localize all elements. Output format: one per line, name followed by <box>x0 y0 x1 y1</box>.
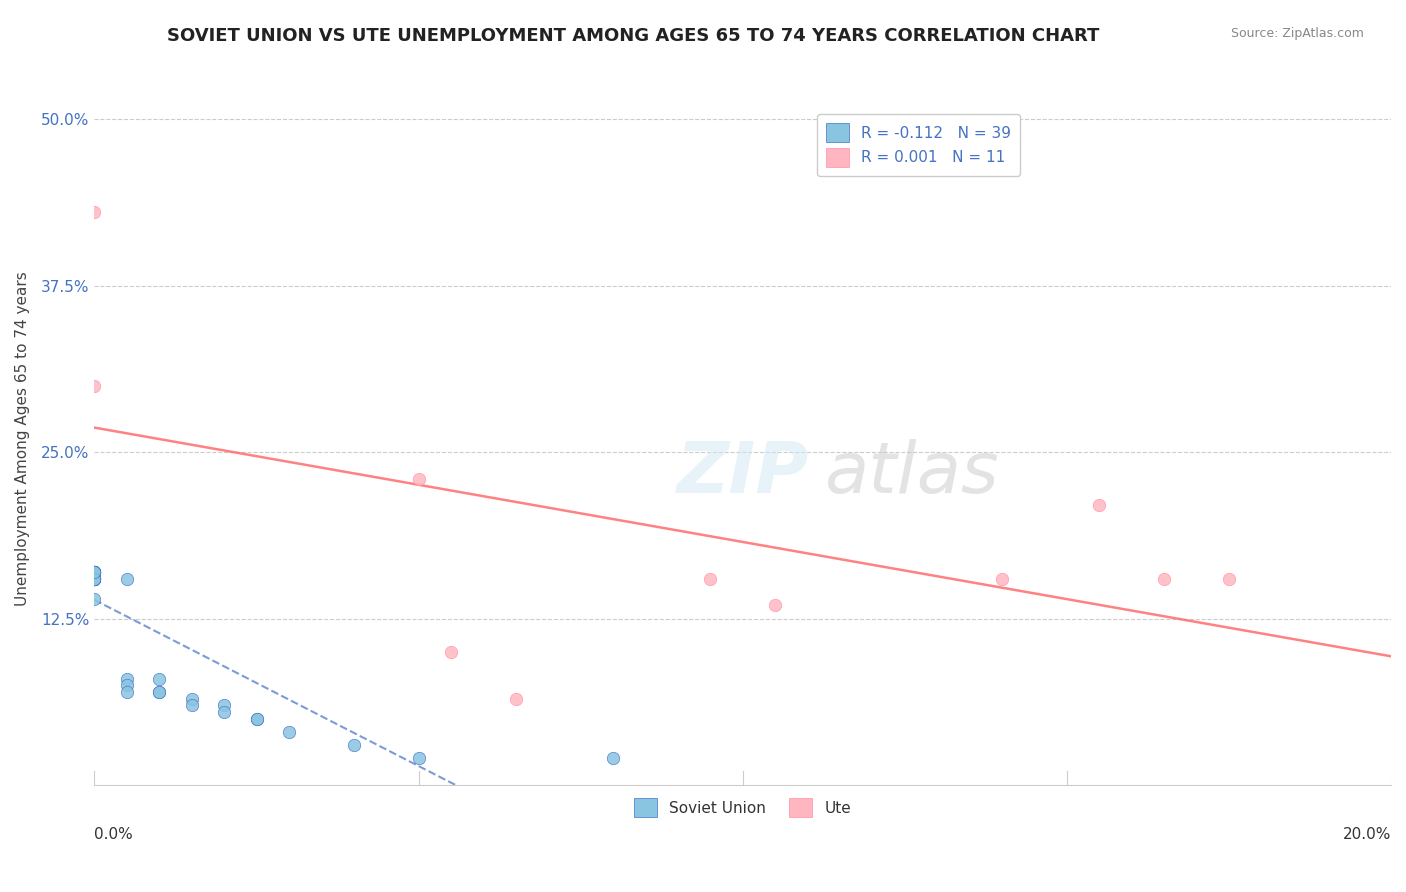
Point <box>699 572 721 586</box>
Point <box>212 698 235 713</box>
Point <box>83 572 105 586</box>
Point <box>505 691 527 706</box>
Point <box>83 565 105 579</box>
Point <box>180 691 202 706</box>
Point <box>83 572 105 586</box>
Point <box>83 572 105 586</box>
Point <box>115 572 138 586</box>
Point <box>343 738 366 752</box>
Point <box>148 685 170 699</box>
Text: Source: ZipAtlas.com: Source: ZipAtlas.com <box>1230 27 1364 40</box>
Point <box>83 565 105 579</box>
Point <box>83 572 105 586</box>
Point <box>115 672 138 686</box>
Text: atlas: atlas <box>824 439 998 508</box>
Y-axis label: Unemployment Among Ages 65 to 74 years: Unemployment Among Ages 65 to 74 years <box>15 271 30 607</box>
Point <box>148 685 170 699</box>
Point <box>212 705 235 719</box>
Point <box>408 751 430 765</box>
Point <box>83 205 105 219</box>
Point <box>991 572 1014 586</box>
Point <box>83 572 105 586</box>
Point <box>1153 572 1175 586</box>
Point <box>602 751 624 765</box>
Text: 20.0%: 20.0% <box>1343 827 1391 842</box>
Point <box>180 698 202 713</box>
Text: 0.0%: 0.0% <box>94 827 134 842</box>
Point <box>83 572 105 586</box>
Point <box>245 712 267 726</box>
Point <box>408 472 430 486</box>
Point <box>440 645 463 659</box>
Point <box>83 378 105 392</box>
Point <box>245 712 267 726</box>
Text: ZIP: ZIP <box>676 439 808 508</box>
Point <box>763 599 786 613</box>
Point <box>83 591 105 606</box>
Point <box>83 565 105 579</box>
Point <box>83 565 105 579</box>
Point <box>83 565 105 579</box>
Point <box>1088 499 1111 513</box>
Point <box>83 572 105 586</box>
Point <box>83 565 105 579</box>
Point <box>83 565 105 579</box>
Text: SOVIET UNION VS UTE UNEMPLOYMENT AMONG AGES 65 TO 74 YEARS CORRELATION CHART: SOVIET UNION VS UTE UNEMPLOYMENT AMONG A… <box>166 27 1099 45</box>
Point <box>148 672 170 686</box>
Point <box>83 572 105 586</box>
Point <box>83 565 105 579</box>
Legend: Soviet Union, Ute: Soviet Union, Ute <box>626 789 860 826</box>
Point <box>278 724 301 739</box>
Point <box>1218 572 1240 586</box>
Point <box>83 572 105 586</box>
Point <box>83 565 105 579</box>
Point <box>83 565 105 579</box>
Point <box>83 565 105 579</box>
Point <box>115 685 138 699</box>
Point <box>83 572 105 586</box>
Point <box>115 678 138 692</box>
